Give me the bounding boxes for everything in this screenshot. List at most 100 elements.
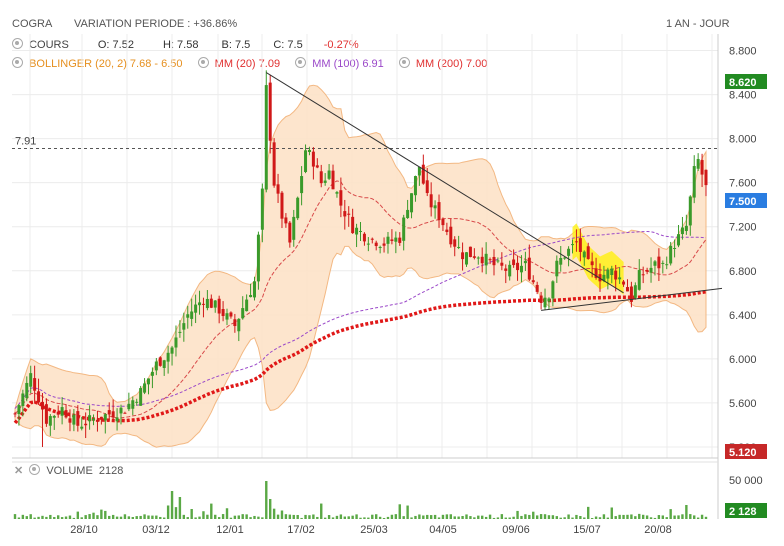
candle-body bbox=[504, 268, 508, 271]
candle-body bbox=[657, 256, 661, 269]
candle-body bbox=[335, 192, 339, 194]
mm100-settings-icon[interactable] bbox=[295, 57, 307, 68]
y-tick-label: 6.000 bbox=[729, 354, 757, 366]
volume-bar bbox=[700, 514, 704, 519]
volume-bar bbox=[484, 516, 488, 519]
bollinger-band bbox=[14, 84, 707, 448]
volume-bar bbox=[108, 515, 111, 519]
y-tick-label: 8.000 bbox=[729, 134, 757, 146]
volume-bar bbox=[418, 514, 421, 519]
bollinger-settings-icon[interactable] bbox=[12, 57, 23, 68]
volume-bar bbox=[33, 517, 36, 519]
candle-body bbox=[103, 414, 107, 421]
candle-body bbox=[610, 268, 614, 276]
mm200-settings-icon[interactable] bbox=[398, 57, 410, 68]
candle-body bbox=[92, 418, 96, 421]
candle-body bbox=[17, 405, 21, 415]
candle-body bbox=[492, 256, 496, 266]
indicator-legend: BOLLINGER (20, 2) 7.68 - 6.50 MM (20) 7.… bbox=[12, 57, 490, 70]
candle-body bbox=[618, 277, 622, 280]
volume-bar bbox=[626, 514, 629, 519]
candle-body bbox=[665, 264, 669, 266]
candle-body bbox=[52, 415, 56, 418]
volume-bar bbox=[159, 516, 162, 519]
candle-body bbox=[127, 403, 131, 410]
volume-bar bbox=[60, 517, 64, 519]
volume-bar bbox=[571, 517, 574, 519]
candle-body bbox=[194, 304, 198, 313]
volume-bar bbox=[233, 515, 237, 519]
candle-body bbox=[535, 284, 539, 292]
volume-bar bbox=[170, 491, 174, 519]
candle-body bbox=[461, 252, 465, 260]
settings-gear-icon[interactable] bbox=[12, 38, 23, 49]
volume-bar bbox=[268, 499, 272, 519]
volume-bar bbox=[151, 515, 154, 519]
candle-body bbox=[245, 299, 249, 312]
candle-body bbox=[704, 169, 708, 186]
volume-bar bbox=[335, 515, 339, 519]
mm20-settings-icon[interactable] bbox=[197, 57, 209, 68]
candle-body bbox=[68, 418, 72, 423]
candle-body bbox=[162, 360, 166, 369]
volume-bar bbox=[296, 514, 299, 519]
volume-bar bbox=[696, 517, 700, 519]
volume-bar bbox=[422, 515, 425, 519]
candle-body bbox=[95, 419, 99, 422]
candle-body bbox=[637, 270, 641, 290]
candle-body bbox=[272, 142, 276, 186]
candle-body bbox=[264, 85, 268, 190]
candle-body bbox=[201, 303, 205, 305]
candle-body bbox=[186, 314, 190, 318]
candle-body bbox=[276, 184, 280, 194]
volume-bar bbox=[367, 517, 370, 519]
candle-body bbox=[622, 281, 626, 285]
volume-bar bbox=[426, 514, 429, 519]
trendline-0 bbox=[266, 72, 624, 294]
volume-bar bbox=[500, 514, 504, 519]
volume-label: VOLUME bbox=[46, 465, 93, 477]
volume-bar bbox=[355, 514, 358, 519]
close-icon[interactable]: ✕ bbox=[14, 465, 24, 477]
mm100-label: MM (100) 6.91 bbox=[312, 58, 384, 70]
volume-bar bbox=[567, 514, 570, 519]
volume-bar bbox=[535, 515, 539, 519]
volume-bar bbox=[45, 516, 48, 519]
volume-bar bbox=[402, 516, 405, 519]
volume-bar bbox=[241, 514, 244, 519]
mm100-line bbox=[14, 230, 707, 409]
candle-body bbox=[307, 150, 311, 153]
period-selector[interactable]: 1 AN - JOUR bbox=[666, 18, 730, 30]
volume-bar bbox=[304, 514, 307, 519]
volume-bar bbox=[41, 515, 44, 519]
low-value: B: 7.5 bbox=[221, 39, 251, 51]
candle-body bbox=[480, 256, 484, 264]
x-tick-label: 04/05 bbox=[429, 524, 457, 536]
volume-bar bbox=[182, 514, 186, 519]
candle-body bbox=[56, 411, 60, 415]
volume-bar bbox=[453, 516, 456, 519]
candle-body bbox=[362, 233, 366, 242]
volume-bar bbox=[677, 515, 680, 519]
highlight-zone bbox=[572, 223, 624, 295]
candle-body bbox=[398, 237, 402, 243]
volume-bar bbox=[457, 516, 460, 519]
candle-body bbox=[582, 251, 586, 258]
volume-settings-icon[interactable] bbox=[29, 464, 41, 475]
volume-bar bbox=[316, 516, 319, 519]
volume-bar bbox=[190, 509, 193, 519]
volume-bar bbox=[641, 514, 645, 519]
bollinger-label: BOLLINGER (20, 2) 7.68 - 6.50 bbox=[29, 58, 183, 70]
variation-periode: VARIATION PERIODE : +36.86% bbox=[74, 18, 238, 30]
volume-bar bbox=[410, 517, 413, 519]
candle-body bbox=[378, 246, 382, 248]
y-tick-label: 8.400 bbox=[729, 90, 757, 102]
high-tag: 8.620 bbox=[729, 77, 757, 89]
candle-body bbox=[72, 414, 76, 425]
candle-body bbox=[602, 274, 606, 281]
candle-body bbox=[555, 260, 559, 277]
candle-body bbox=[673, 248, 677, 250]
candle-body bbox=[21, 393, 25, 407]
candle-body bbox=[315, 165, 319, 168]
